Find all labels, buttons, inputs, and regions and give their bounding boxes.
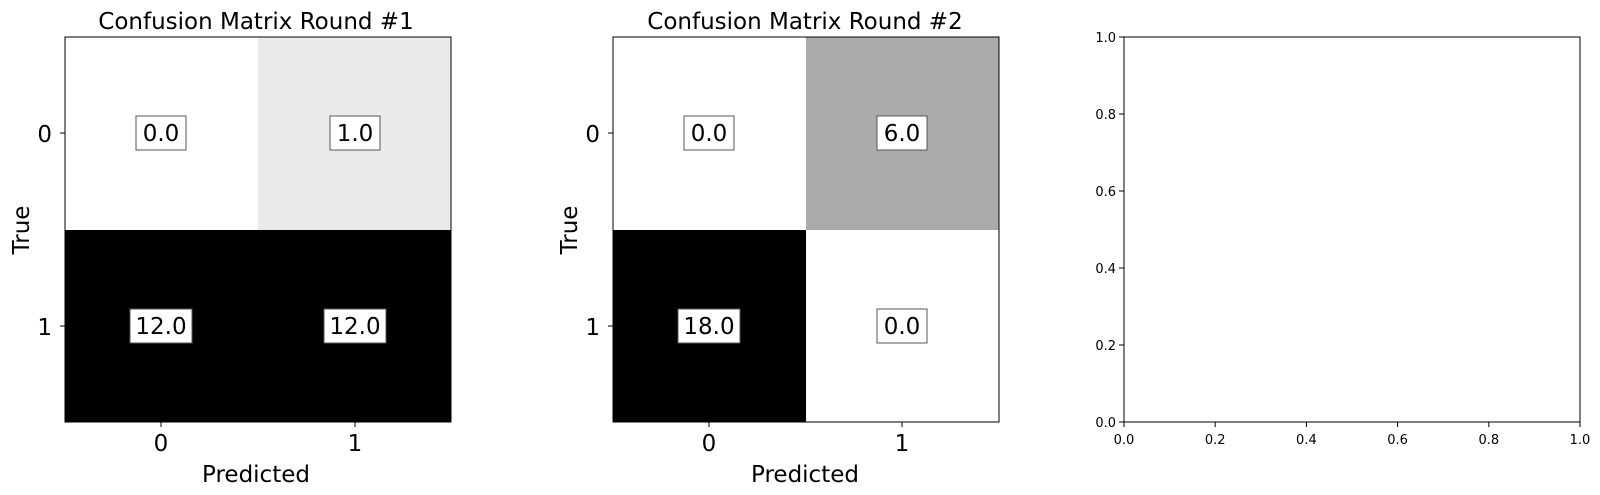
matrix-2-value-1-1: 0.0 (884, 314, 921, 340)
empty-axes-frame (1123, 36, 1581, 423)
matrix-1-value-1-0: 12.0 (135, 314, 186, 340)
empty-axes-ytick-label-0: 0.0 (1095, 416, 1116, 431)
empty-axes-xtick-label-0: 0.0 (1114, 433, 1135, 448)
empty-axes-ytick-label-1: 0.2 (1095, 339, 1116, 354)
matrix-1-frame (64, 36, 452, 423)
empty-axes: 0.0 0.2 0.4 0.6 0.8 1.0 0.0 0.2 0.4 0.6 0.8 1.0 (1095, 31, 1590, 448)
empty-axes-xticks: 0.0 0.2 0.4 0.6 0.8 1.0 (1114, 422, 1591, 448)
empty-axes-xtick-label-2: 0.4 (1296, 433, 1317, 448)
matrix-1-ylabel: True (9, 206, 35, 256)
empty-axes-xtick-label-5: 1.0 (1570, 433, 1591, 448)
matrix-1-value-0-0: 0.0 (143, 121, 180, 147)
matrix-2-xlabel: Predicted (751, 462, 859, 488)
empty-axes-xtick-label-4: 0.8 (1478, 433, 1499, 448)
matrix-1-label-box-0-0 (135, 115, 187, 151)
matrix-2-value-0-0: 0.0 (691, 121, 728, 147)
matrix-2-xtick-label-0: 0 (702, 431, 717, 457)
confusion-matrix-1: Confusion Matrix Round #1 0.0 1.0 12.0 1… (9, 9, 452, 488)
matrix-2-title: Confusion Matrix Round #2 (647, 9, 962, 35)
matrix-1-label-box-1-1 (323, 308, 387, 344)
confusion-matrix-2: Confusion Matrix Round #2 0.0 6.0 18.0 0… (557, 9, 1000, 488)
matrix-2-label-box-0-0 (683, 115, 735, 151)
matrix-2-label-box-1-0 (677, 308, 741, 344)
matrix-2-frame (612, 36, 1000, 423)
empty-axes-xtick-label-3: 0.6 (1387, 433, 1408, 448)
matrix-1-label-box-0-1 (329, 115, 381, 151)
matrix-1-value-0-1: 1.0 (337, 121, 374, 147)
empty-axes-ytick-label-2: 0.4 (1095, 262, 1116, 277)
matrix-1-ytick-label-0: 0 (37, 122, 52, 148)
matrix-2-ylabel: True (557, 206, 583, 256)
empty-axes-yticks: 0.0 0.2 0.4 0.6 0.8 1.0 (1095, 31, 1124, 431)
matrix-1-title: Confusion Matrix Round #1 (98, 9, 413, 35)
matrix-1-xlabel: Predicted (202, 462, 310, 488)
matrix-2-label-box-0-1 (876, 115, 928, 151)
matrix-1-ytick-label-1: 1 (37, 315, 52, 341)
matrix-2-ytick-label-0: 0 (585, 122, 600, 148)
matrix-2-label-box-1-1 (876, 308, 928, 344)
empty-axes-ytick-label-3: 0.6 (1095, 185, 1116, 200)
matrix-1-xtick-label-1: 1 (348, 431, 363, 457)
empty-axes-ytick-label-5: 1.0 (1095, 31, 1116, 46)
empty-axes-xtick-label-1: 0.2 (1205, 433, 1226, 448)
matrix-1-xtick-label-0: 0 (154, 431, 169, 457)
matrix-1-label-box-1-0 (129, 308, 193, 344)
matrix-2-ytick-label-1: 1 (585, 315, 600, 341)
matrix-2-value-1-0: 18.0 (683, 314, 734, 340)
matrix-2-value-0-1: 6.0 (884, 121, 921, 147)
matrix-2-xtick-label-1: 1 (895, 431, 910, 457)
empty-axes-ytick-label-4: 0.8 (1095, 108, 1116, 123)
matrix-1-value-1-1: 12.0 (329, 314, 380, 340)
